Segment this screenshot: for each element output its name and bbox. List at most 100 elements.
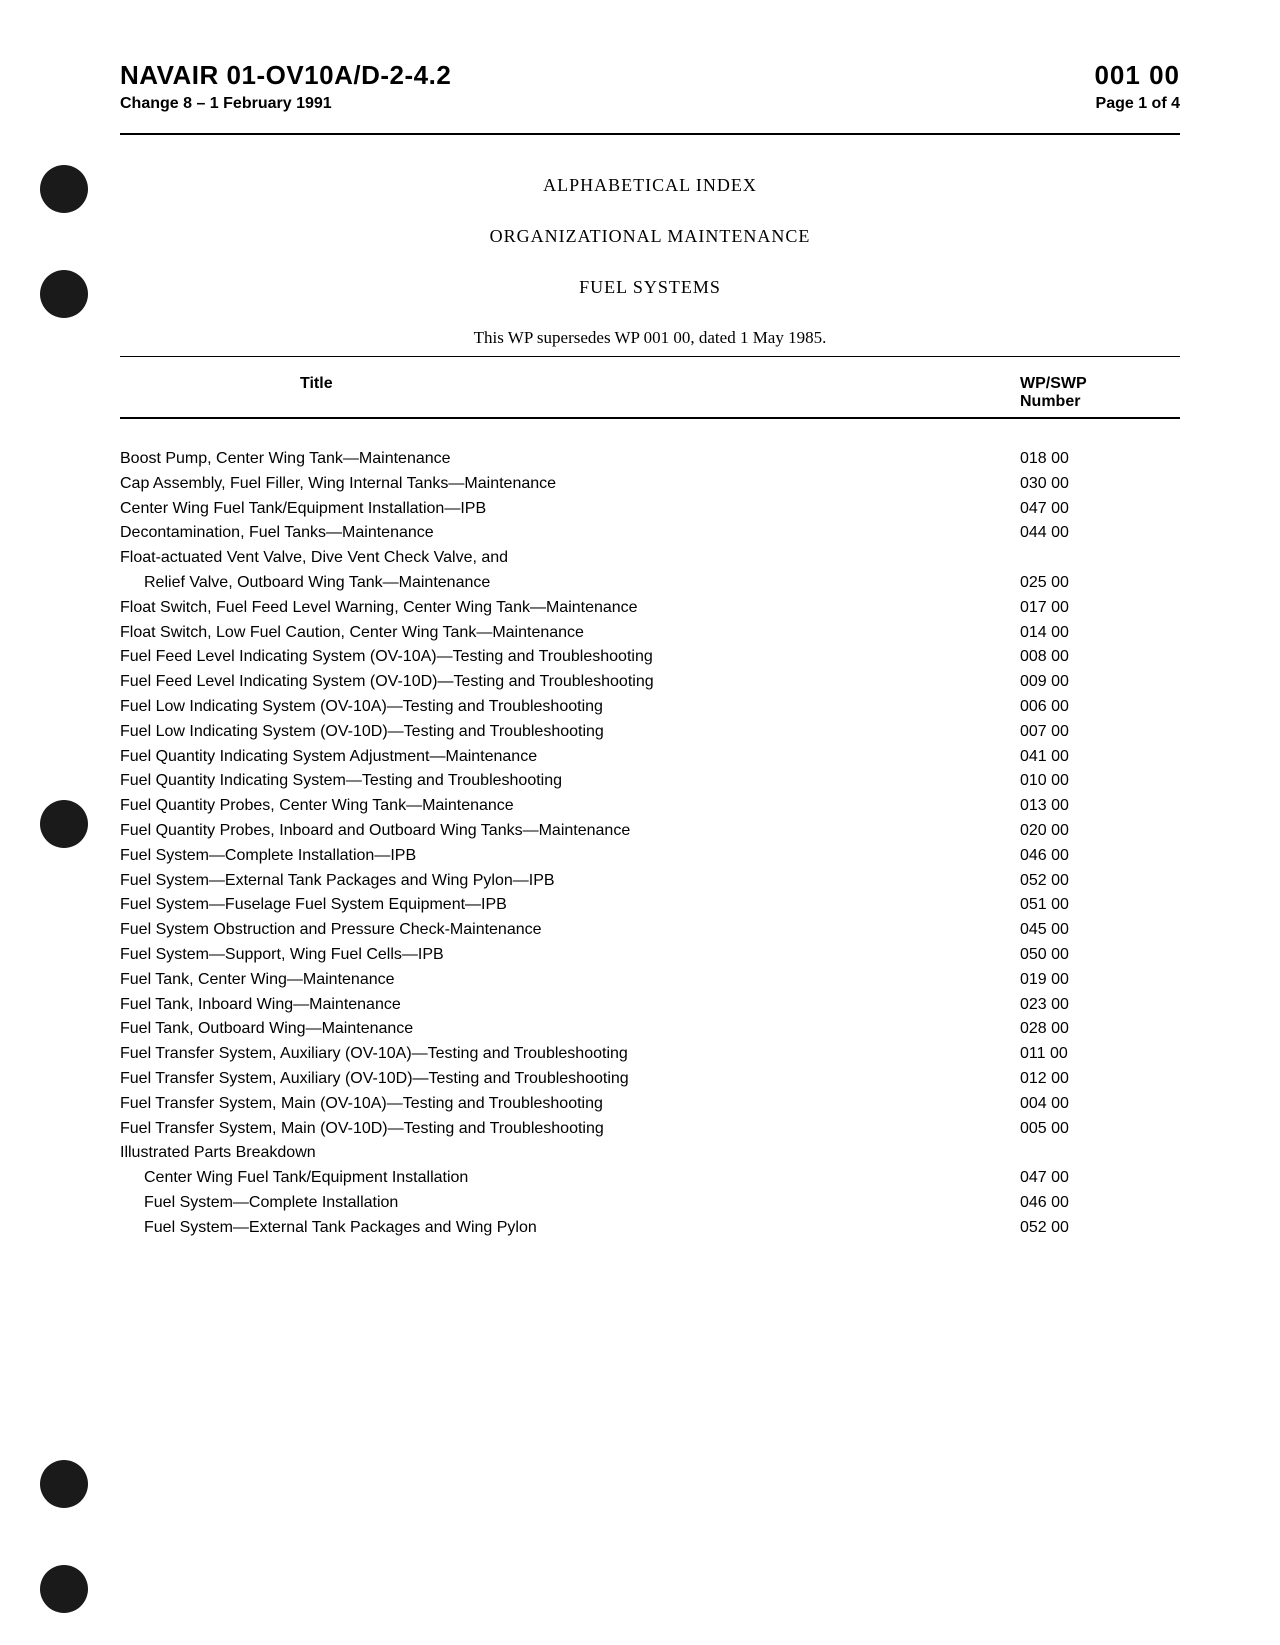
index-row-title: Fuel System Obstruction and Pressure Che…: [120, 918, 1020, 943]
page-info: Page 1 of 4: [1096, 95, 1180, 113]
index-row: Center Wing Fuel Tank/Equipment Installa…: [120, 1166, 1180, 1191]
index-row-title: Fuel Low Indicating System (OV-10D)—Test…: [120, 720, 1020, 745]
index-row-title: Float Switch, Fuel Feed Level Warning, C…: [120, 596, 1020, 621]
index-row-number: 046 00: [1020, 1191, 1180, 1216]
index-row-number: 050 00: [1020, 943, 1180, 968]
index-row: Fuel Quantity Indicating System Adjustme…: [120, 745, 1180, 770]
index-row-title: Fuel Tank, Center Wing—Maintenance: [120, 968, 1020, 993]
index-row-number: 009 00: [1020, 670, 1180, 695]
index-row: Fuel Transfer System, Auxiliary (OV-10D)…: [120, 1067, 1180, 1092]
index-row-title: Center Wing Fuel Tank/Equipment Installa…: [120, 497, 1020, 522]
title-block: ALPHABETICAL INDEX ORGANIZATIONAL MAINTE…: [120, 175, 1180, 348]
index-row-number: 023 00: [1020, 993, 1180, 1018]
index-row: Illustrated Parts Breakdown: [120, 1141, 1180, 1166]
index-row-number: 025 00: [1020, 571, 1180, 596]
index-row-title: Fuel Feed Level Indicating System (OV-10…: [120, 670, 1020, 695]
punch-hole: [40, 165, 88, 213]
table-header: Title WP/SWPNumber: [120, 367, 1180, 417]
index-row-number: 005 00: [1020, 1117, 1180, 1142]
index-row: Fuel Transfer System, Main (OV-10D)—Test…: [120, 1117, 1180, 1142]
index-row-title: Float Switch, Low Fuel Caution, Center W…: [120, 621, 1020, 646]
index-row-number: 045 00: [1020, 918, 1180, 943]
index-row-title: Fuel Tank, Outboard Wing—Maintenance: [120, 1017, 1020, 1042]
index-row-title: Fuel Quantity Indicating System—Testing …: [120, 769, 1020, 794]
header-rule: [120, 133, 1180, 135]
index-row-number: 020 00: [1020, 819, 1180, 844]
index-row: Fuel Tank, Inboard Wing—Maintenance023 0…: [120, 993, 1180, 1018]
doc-id: NAVAIR 01-OV10A/D-2-4.2: [120, 60, 451, 91]
index-row-title: Fuel System—Fuselage Fuel System Equipme…: [120, 893, 1020, 918]
index-row: Decontamination, Fuel Tanks—Maintenance0…: [120, 521, 1180, 546]
index-row-title: Fuel Transfer System, Main (OV-10D)—Test…: [120, 1117, 1020, 1142]
doc-header: NAVAIR 01-OV10A/D-2-4.2 001 00: [120, 60, 1180, 91]
index-row-title: Fuel Quantity Probes, Center Wing Tank—M…: [120, 794, 1020, 819]
wp-number: 001 00: [1094, 60, 1180, 91]
index-row-title: Decontamination, Fuel Tanks—Maintenance: [120, 521, 1020, 546]
index-row-title: Fuel Feed Level Indicating System (OV-10…: [120, 645, 1020, 670]
doc-subheader: Change 8 – 1 February 1991 Page 1 of 4: [120, 95, 1180, 113]
index-table-body: Boost Pump, Center Wing Tank—Maintenance…: [120, 447, 1180, 1241]
index-row-title: Boost Pump, Center Wing Tank—Maintenance: [120, 447, 1020, 472]
index-row-number: 011 00: [1020, 1042, 1180, 1067]
index-row-number: 052 00: [1020, 1216, 1180, 1241]
index-row: Fuel Low Indicating System (OV-10D)—Test…: [120, 720, 1180, 745]
index-row: Fuel System Obstruction and Pressure Che…: [120, 918, 1180, 943]
index-row: Fuel Feed Level Indicating System (OV-10…: [120, 670, 1180, 695]
index-row-title: Float-actuated Vent Valve, Dive Vent Che…: [120, 546, 1020, 571]
index-row: Relief Valve, Outboard Wing Tank—Mainten…: [120, 571, 1180, 596]
index-row: Fuel System—Complete Installation046 00: [120, 1191, 1180, 1216]
index-row: Fuel Tank, Outboard Wing—Maintenance028 …: [120, 1017, 1180, 1042]
index-row-number: 010 00: [1020, 769, 1180, 794]
index-row-number: 019 00: [1020, 968, 1180, 993]
index-row-number: 047 00: [1020, 1166, 1180, 1191]
punch-hole: [40, 1460, 88, 1508]
section-title: ALPHABETICAL INDEX: [120, 175, 1180, 196]
index-row: Fuel Quantity Probes, Inboard and Outboa…: [120, 819, 1180, 844]
index-row: Fuel Quantity Indicating System—Testing …: [120, 769, 1180, 794]
index-row: Float-actuated Vent Valve, Dive Vent Che…: [120, 546, 1180, 571]
table-rule-top: [120, 356, 1180, 357]
index-row-number: 030 00: [1020, 472, 1180, 497]
section-subtitle: ORGANIZATIONAL MAINTENANCE: [120, 226, 1180, 247]
index-row-title: Fuel System—Complete Installation—IPB: [120, 844, 1020, 869]
index-row-number: 008 00: [1020, 645, 1180, 670]
index-row: Float Switch, Fuel Feed Level Warning, C…: [120, 596, 1180, 621]
section-subject: FUEL SYSTEMS: [120, 277, 1180, 298]
index-row: Center Wing Fuel Tank/Equipment Installa…: [120, 497, 1180, 522]
index-row-title: Center Wing Fuel Tank/Equipment Installa…: [120, 1166, 1020, 1191]
index-row-number: 047 00: [1020, 497, 1180, 522]
index-row-title: Illustrated Parts Breakdown: [120, 1141, 1020, 1166]
table-rule-bottom: [120, 417, 1180, 419]
index-row-title: Fuel Quantity Probes, Inboard and Outboa…: [120, 819, 1020, 844]
index-row-title: Fuel Transfer System, Auxiliary (OV-10A)…: [120, 1042, 1020, 1067]
index-row-title: Fuel Low Indicating System (OV-10A)—Test…: [120, 695, 1020, 720]
index-row-title: Fuel System—External Tank Packages and W…: [120, 1216, 1020, 1241]
index-row: Fuel Feed Level Indicating System (OV-10…: [120, 645, 1180, 670]
index-row-title: Fuel Transfer System, Main (OV-10A)—Test…: [120, 1092, 1020, 1117]
index-row: Cap Assembly, Fuel Filler, Wing Internal…: [120, 472, 1180, 497]
index-row-title: Relief Valve, Outboard Wing Tank—Mainten…: [120, 571, 1020, 596]
column-header-number: WP/SWPNumber: [1020, 375, 1180, 411]
index-row-number: 044 00: [1020, 521, 1180, 546]
index-row-number: 013 00: [1020, 794, 1180, 819]
index-row: Fuel Low Indicating System (OV-10A)—Test…: [120, 695, 1180, 720]
index-row-title: Fuel System—External Tank Packages and W…: [120, 869, 1020, 894]
index-row-number: 041 00: [1020, 745, 1180, 770]
index-row-number: 051 00: [1020, 893, 1180, 918]
index-row: Fuel System—External Tank Packages and W…: [120, 1216, 1180, 1241]
change-info: Change 8 – 1 February 1991: [120, 95, 332, 113]
index-row: Fuel System—Fuselage Fuel System Equipme…: [120, 893, 1180, 918]
column-header-title: Title: [300, 375, 333, 411]
punch-hole: [40, 1565, 88, 1613]
index-row: Fuel Transfer System, Main (OV-10A)—Test…: [120, 1092, 1180, 1117]
index-row-number: 052 00: [1020, 869, 1180, 894]
index-row: Boost Pump, Center Wing Tank—Maintenance…: [120, 447, 1180, 472]
index-row-number: 006 00: [1020, 695, 1180, 720]
index-row: Fuel System—Complete Installation—IPB046…: [120, 844, 1180, 869]
index-row-number: [1020, 546, 1180, 571]
index-row-number: 028 00: [1020, 1017, 1180, 1042]
index-row-number: 014 00: [1020, 621, 1180, 646]
index-row-number: 017 00: [1020, 596, 1180, 621]
index-row-number: 012 00: [1020, 1067, 1180, 1092]
index-row-title: Fuel Transfer System, Auxiliary (OV-10D)…: [120, 1067, 1020, 1092]
